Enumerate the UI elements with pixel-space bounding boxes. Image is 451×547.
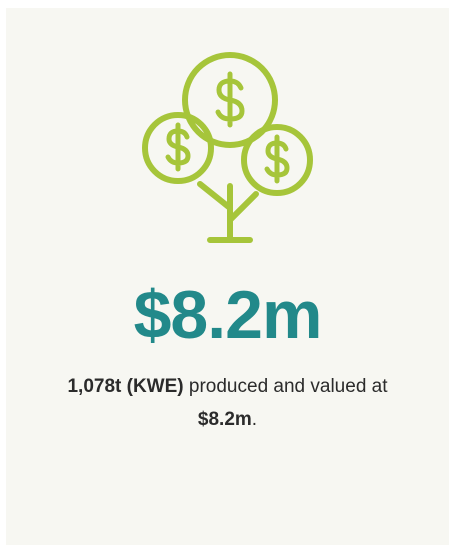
bold-text: $8.2m <box>197 409 252 430</box>
info-card: $8.2m 1,078t (KWE) produced and valued a… <box>6 8 449 545</box>
description: 1,078t (KWE) produced and valued at $8.2… <box>55 370 400 436</box>
stat-value: $8.2m <box>133 277 323 353</box>
money-tree-icon <box>142 52 313 243</box>
text: . <box>251 409 258 430</box>
text: produced and valued at <box>183 376 388 397</box>
bold-text: 1,078t (KWE) <box>67 376 184 397</box>
